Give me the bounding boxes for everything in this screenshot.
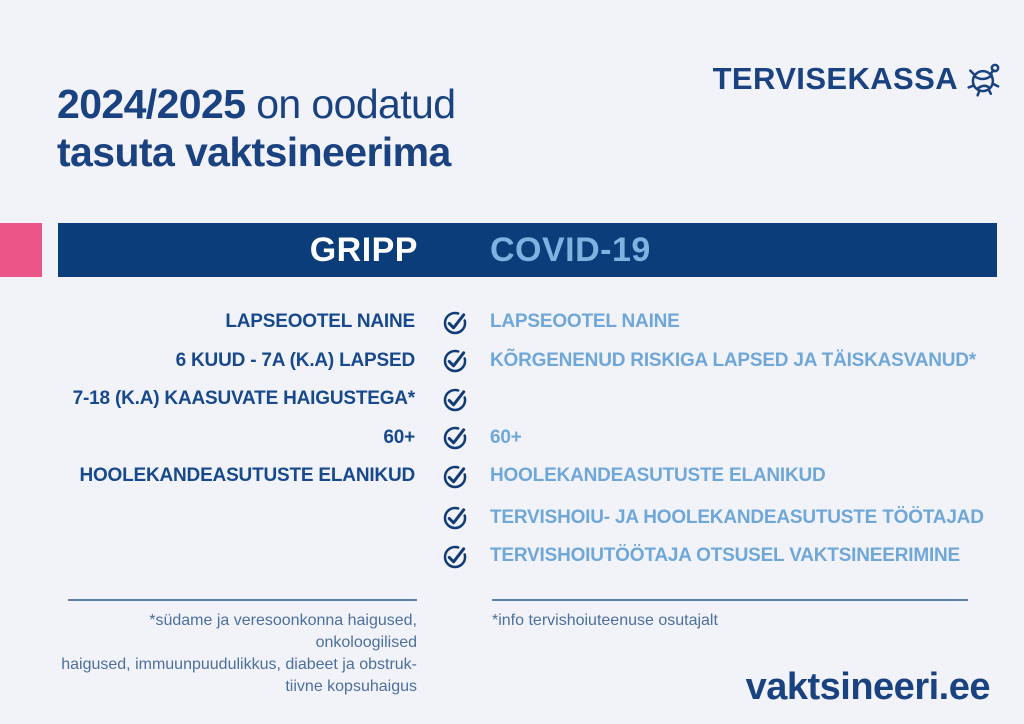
table-row: LAPSEOOTEL NAINE LAPSEOOTEL NAINE	[58, 303, 997, 342]
covid-footnote: *info tervishoiuteenuse osutajalt	[492, 599, 968, 632]
covid-group-label: TERVISHOIUTÖÖTAJA OTSUSEL VAKTSINEERIMIN…	[490, 545, 961, 567]
logo-text: TERVISEKASSA	[712, 61, 958, 96]
website-url: vaktsineeri.ee	[745, 666, 991, 708]
column-header-bar: GRIPP COVID-19	[58, 223, 997, 277]
table-row: 7-18 (K.A) KAASUVATE HAIGUSTEGA*	[58, 380, 997, 419]
covid-group-label: KÕRGENENUD RISKIGA LAPSED JA TÄISKASVANU…	[490, 349, 976, 371]
covid-group-label: LAPSEOOTEL NAINE	[490, 311, 680, 333]
gripp-footnote: *südame ja veresoonkonna haigused, onkol…	[58, 599, 417, 698]
table-row: HOOLEKANDEASUTUSTE ELANIKUD HOOLEKANDEAS…	[58, 457, 997, 496]
pink-accent-bar	[0, 223, 42, 277]
table-row: 60+ 60+	[58, 419, 997, 458]
table-row: 6 KUUD - 7A (K.A) LAPSED KÕRGENENUD RISK…	[58, 342, 997, 381]
title-line-2: tasuta vaktsineerima	[57, 129, 451, 176]
title-line-1: 2024/2025 on oodatud	[57, 81, 456, 128]
column-header-covid: COVID-19	[490, 231, 651, 269]
check-circle-icon	[415, 504, 490, 531]
covid-group-label: HOOLEKANDEASUTUSTE ELANIKUD	[490, 465, 826, 487]
footnote-line: *info tervishoiuteenuse osutajalt	[492, 612, 718, 629]
footnote-line: *südame ja veresoonkonna haigused, onkol…	[149, 612, 417, 651]
gripp-group-label: 7-18 (K.A) KAASUVATE HAIGUSTEGA*	[72, 388, 416, 410]
footnote-line: tiivne kopsuhaigus	[285, 678, 417, 695]
check-circle-icon	[415, 347, 490, 374]
check-circle-icon	[415, 543, 490, 570]
table-row: TERVISHOIUTÖÖTAJA OTSUSEL VAKTSINEERIMIN…	[58, 537, 997, 576]
gripp-group-label: 60+	[383, 426, 415, 448]
page-title: 2024/2025 on oodatud tasuta vaktsineerim…	[57, 80, 456, 176]
covid-group-label: 60+	[490, 426, 522, 448]
check-circle-icon	[415, 424, 490, 451]
covid-group-label: TERVISHOIU- JA HOOLEKANDEASUTUSTE TÖÖTAJ…	[490, 506, 984, 528]
gripp-group-label: LAPSEOOTEL NAINE	[225, 311, 415, 333]
check-circle-icon	[415, 463, 490, 490]
eligibility-table: LAPSEOOTEL NAINE LAPSEOOTEL NAINE 6 KUUD…	[58, 303, 997, 576]
check-circle-icon	[415, 386, 490, 413]
turtle-icon	[967, 63, 1000, 97]
check-circle-icon	[415, 309, 490, 336]
footnote-divider	[492, 599, 968, 601]
footnote-divider	[68, 599, 417, 601]
column-header-gripp: GRIPP	[309, 231, 418, 269]
table-row: TERVISHOIU- JA HOOLEKANDEASUTUSTE TÖÖTAJ…	[58, 499, 997, 538]
gripp-group-label: 6 KUUD - 7A (K.A) LAPSED	[175, 349, 416, 371]
footnote-line: haigused, immuunpuudulikkus, diabeet ja …	[61, 656, 417, 673]
gripp-group-label: HOOLEKANDEASUTUSTE ELANIKUD	[79, 465, 415, 487]
tervisekassa-logo: TERVISEKASSA	[713, 58, 1008, 100]
